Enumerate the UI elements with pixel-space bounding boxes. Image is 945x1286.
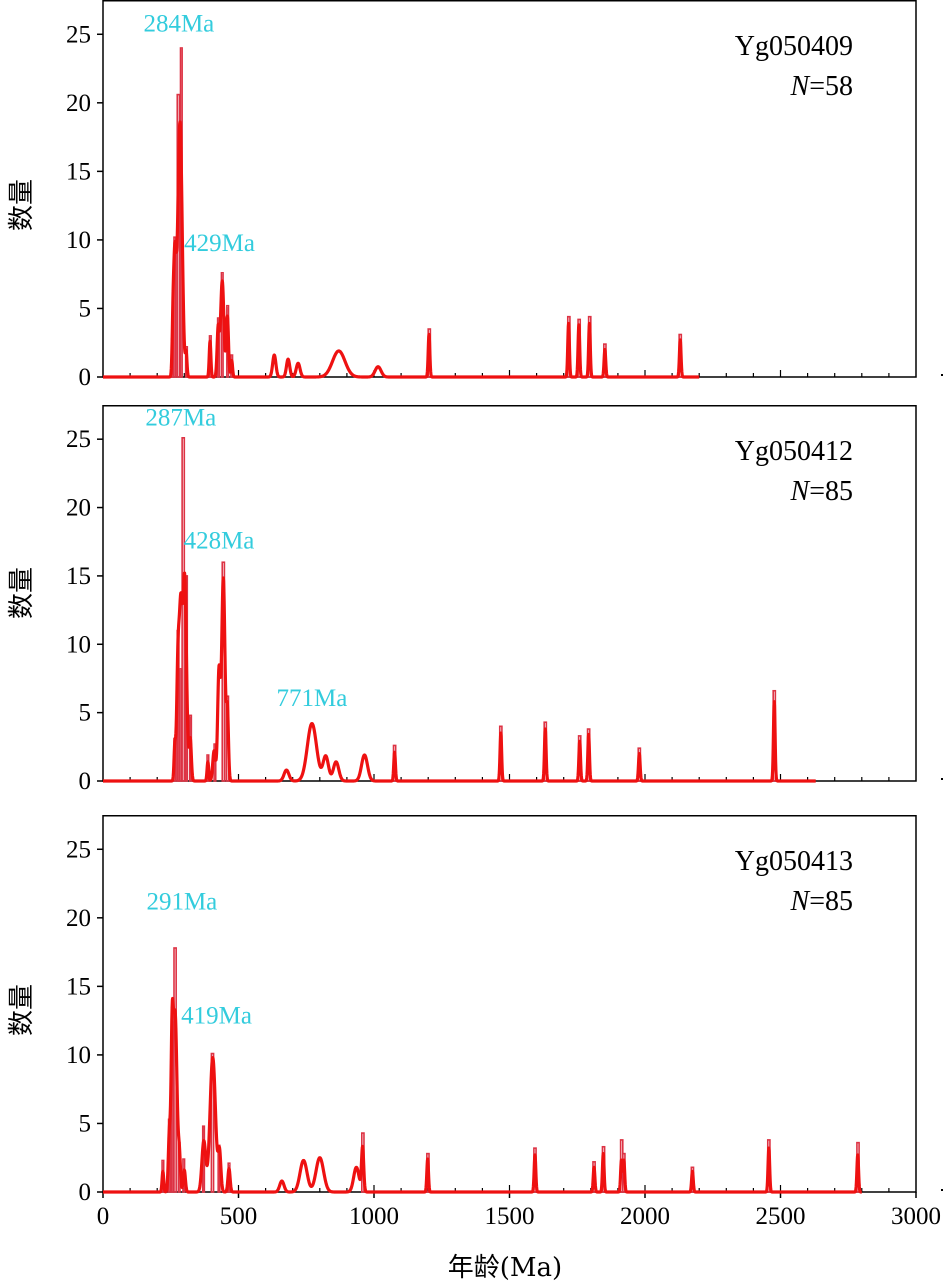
x-tick-label: 1000 <box>349 1203 399 1230</box>
peak-label: 428Ma <box>184 528 255 555</box>
y-tick-label: 25 <box>66 426 91 453</box>
y-axis-label: 数量 <box>7 567 37 619</box>
n-symbol: N <box>790 476 811 507</box>
x-tick-label: 0 <box>97 1203 110 1230</box>
y-tick-label: 5 <box>79 295 92 322</box>
y-tick-label: 10 <box>66 1042 91 1069</box>
y-axis-label: 数量 <box>7 179 37 231</box>
panel-Yg050409: 0 5 10 15 20 25 284Ma 429Ma Yg050409 N=58 数量 <box>7 0 943 391</box>
y-tick-label: 10 <box>66 631 91 658</box>
probability-curve <box>101 571 818 783</box>
histogram-bar <box>178 668 182 782</box>
y-axis-label: 数量 <box>7 984 37 1036</box>
panel-Yg050412: 0 5 10 15 20 25 287Ma 428Ma 771Ma Yg050412 N=85 数量 <box>7 405 943 795</box>
y-tick-label: 20 <box>66 905 91 932</box>
x-tick-label: 1500 <box>485 1203 535 1230</box>
n-value: =85 <box>809 476 853 507</box>
axis-end-dot <box>941 1189 943 1191</box>
x-tick-label: 2500 <box>756 1203 806 1230</box>
peak-label: 287Ma <box>145 405 216 432</box>
sample-count: N=85 <box>790 886 853 917</box>
histogram-bar <box>210 1052 215 1193</box>
sample-name: Yg050412 <box>735 436 853 467</box>
probability-curve <box>101 120 701 379</box>
y-tick-label: 20 <box>66 90 91 117</box>
n-value: =58 <box>809 71 853 102</box>
y-tick-label: 15 <box>66 973 91 1000</box>
y-tick-label: 0 <box>79 768 92 795</box>
n-value: =85 <box>809 886 853 917</box>
x-axis-label: 年龄(Ma) <box>448 1253 562 1283</box>
y-tick-label: 5 <box>79 1110 92 1137</box>
y-tick-label: 0 <box>79 1179 92 1206</box>
peak-label: 429Ma <box>184 230 255 257</box>
axis-end-dot <box>941 778 943 780</box>
x-tick-label: 3000 <box>891 1203 941 1230</box>
peak-label: 771Ma <box>277 685 348 712</box>
y-tick-label: 5 <box>79 700 92 727</box>
sample-count: N=85 <box>790 476 853 507</box>
peak-label: 291Ma <box>146 889 217 916</box>
y-tick-label: 25 <box>66 21 91 48</box>
y-tick-label: 25 <box>66 836 91 863</box>
peak-label: 419Ma <box>181 1002 252 1029</box>
y-tick-label: 15 <box>66 563 91 590</box>
y-tick-label: 20 <box>66 495 91 522</box>
n-symbol: N <box>790 71 811 102</box>
sample-name: Yg050413 <box>735 846 853 877</box>
probability-curve <box>101 996 864 1194</box>
histogram-bar <box>181 437 186 782</box>
sample-count: N=58 <box>790 71 853 102</box>
y-tick-label: 15 <box>66 158 91 185</box>
peak-label: 284Ma <box>143 11 214 38</box>
sample-name: Yg050409 <box>735 31 853 62</box>
n-symbol: N <box>790 886 811 917</box>
panel-Yg050413: 0 5 10 15 20 25 0 500 1000 1500 2000 2500 3000 291Ma 4… <box>7 815 943 1230</box>
x-tick-label: 2000 <box>620 1203 670 1230</box>
axis-end-dot <box>941 374 943 376</box>
y-tick-label: 10 <box>66 227 91 254</box>
x-tick-label: 500 <box>220 1203 258 1230</box>
y-tick-label: 0 <box>79 364 92 391</box>
